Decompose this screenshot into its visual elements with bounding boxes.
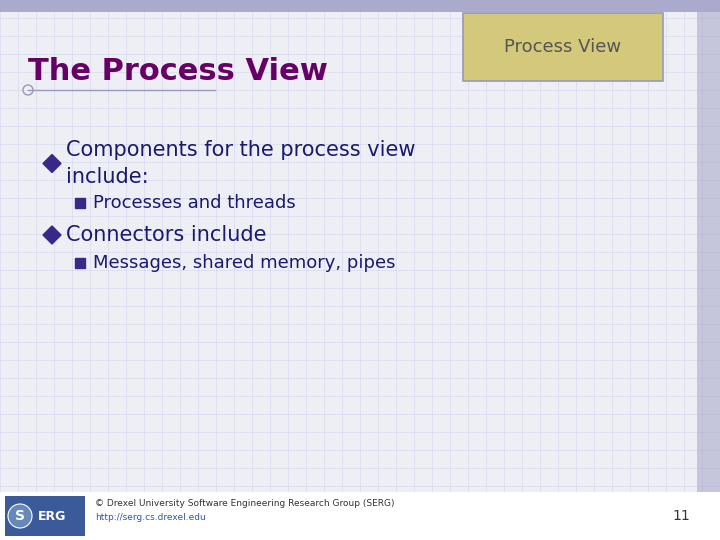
Bar [75, 198, 85, 208]
Text: include:: include: [66, 167, 148, 187]
Text: http://serg.cs.drexel.edu: http://serg.cs.drexel.edu [95, 514, 206, 523]
Text: Messages, shared memory, pipes: Messages, shared memory, pipes [93, 254, 395, 272]
Circle shape [8, 504, 32, 528]
Polygon shape [43, 226, 61, 244]
Text: Process View: Process View [505, 38, 621, 56]
Text: The Process View: The Process View [28, 57, 328, 86]
FancyBboxPatch shape [463, 13, 663, 81]
Text: Components for the process view: Components for the process view [66, 140, 415, 160]
Bar [697, 0, 720, 540]
Text: Processes and threads: Processes and threads [93, 194, 296, 212]
Text: 11: 11 [672, 509, 690, 523]
Text: ERG: ERG [38, 510, 66, 523]
Bar [75, 258, 85, 268]
Text: S: S [15, 509, 25, 523]
Text: Connectors include: Connectors include [66, 225, 266, 245]
Polygon shape [43, 154, 61, 172]
Bar [0, 0, 720, 12]
Bar [0, 492, 720, 540]
Bar [5, 496, 85, 536]
Text: © Drexel University Software Engineering Research Group (SERG): © Drexel University Software Engineering… [95, 500, 395, 509]
